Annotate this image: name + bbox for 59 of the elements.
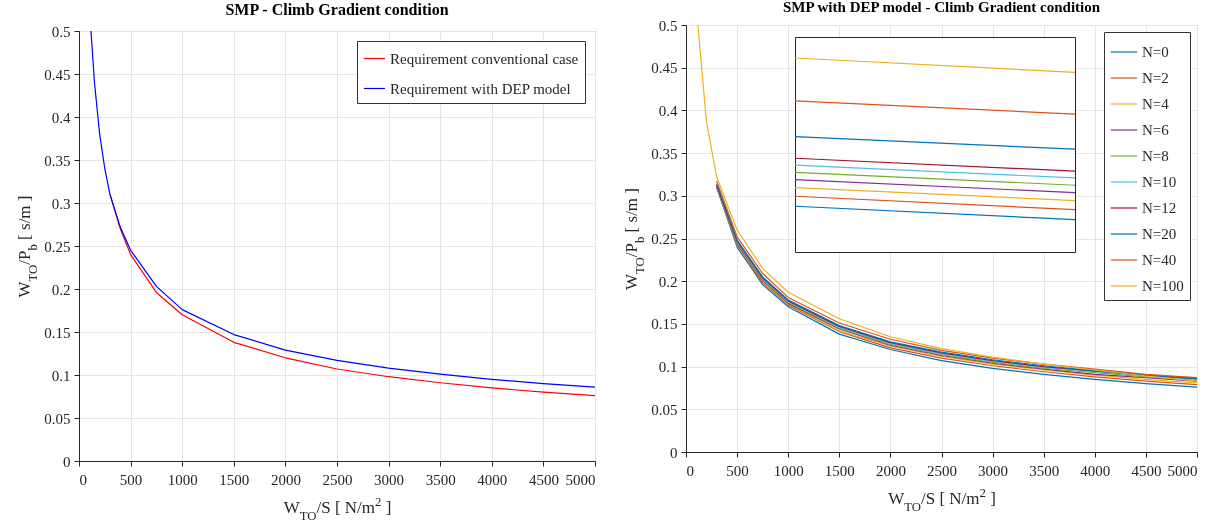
y-tick-label: 0.25 [44,238,71,255]
x-tick-label: 5000 [565,471,596,488]
y-tick-label: 0.05 [651,401,678,418]
legend-label: N=10 [1142,174,1177,190]
x-tick-label: 1500 [824,462,855,479]
chart-title: SMP with DEP model - Climb Gradient condition [782,0,1101,15]
x-tick-label: 1000 [167,471,198,488]
y-tick-label: 0.45 [651,60,678,77]
x-tick-label: 3000 [978,462,1009,479]
y-tick-label: 0.15 [651,316,678,333]
legend-label: N=100 [1142,278,1184,294]
legend-label: N=6 [1142,122,1170,138]
y-tick-label: 0.45 [44,66,71,83]
legend-label: N=8 [1142,148,1169,164]
x-axis-title: W$_{TO}$/S [ N/m$^{2}$ ] [888,485,996,514]
legend-label: Requirement conventional case [390,50,579,67]
legend-label: N=0 [1142,44,1169,60]
x-tick-label: 3000 [374,471,405,488]
x-tick-label: 5000 [1167,462,1198,479]
x-tick-label: 4000 [1080,462,1111,479]
y-tick-label: 0.5 [51,23,71,40]
y-tick-label: 0 [670,444,678,461]
y-tick-label: 0.1 [658,359,678,376]
y-tick-label: 0.4 [51,109,71,126]
y-tick-label: 0.1 [51,367,71,384]
legend-label: N=20 [1142,226,1177,242]
y-tick-label: 0.15 [44,324,71,341]
x-tick-label: 2000 [875,462,906,479]
x-tick-label: 2500 [322,471,353,488]
legend-label: N=4 [1142,96,1170,112]
x-tick-label: 3500 [1029,462,1060,479]
y-tick-label: 0.3 [51,195,71,212]
legend-label: Requirement with DEP model [390,80,571,97]
y-tick-label: 0.4 [658,102,678,119]
x-tick-label: 0 [686,462,694,479]
y-tick-label: 0.25 [651,231,678,247]
y-tick-label: 0.2 [51,281,71,298]
x-tick-label: 3500 [425,471,456,488]
y-tick-label: 0.3 [658,188,678,205]
y-tick-label: 0.35 [44,152,71,169]
x-tick-label: 500 [119,471,143,488]
x-tick-label: 2500 [927,462,957,479]
y-tick-label: 0.35 [651,145,678,162]
x-tick-label: 4500 [1131,462,1162,479]
x-tick-label: 500 [726,462,749,479]
legend-label: N=12 [1142,200,1177,216]
x-tick-label: 4500 [528,471,559,488]
legend-label: N=40 [1142,252,1177,268]
x-axis-title: W$_{TO}$/S [ N/m$^{2}$ ] [283,494,392,521]
x-tick-label: 4000 [477,471,508,488]
legend-label: N=2 [1142,70,1169,86]
y-tick-label: 0.05 [44,410,71,427]
x-tick-label: 1000 [773,462,804,479]
x-tick-label: 2000 [270,471,301,488]
chart-title: SMP - Climb Gradient condition [225,1,449,18]
y-tick-label: 0.5 [658,17,678,34]
y-tick-label: 0.2 [658,273,678,290]
x-tick-label: 0 [79,471,87,488]
x-tick-label: 1500 [219,471,250,488]
